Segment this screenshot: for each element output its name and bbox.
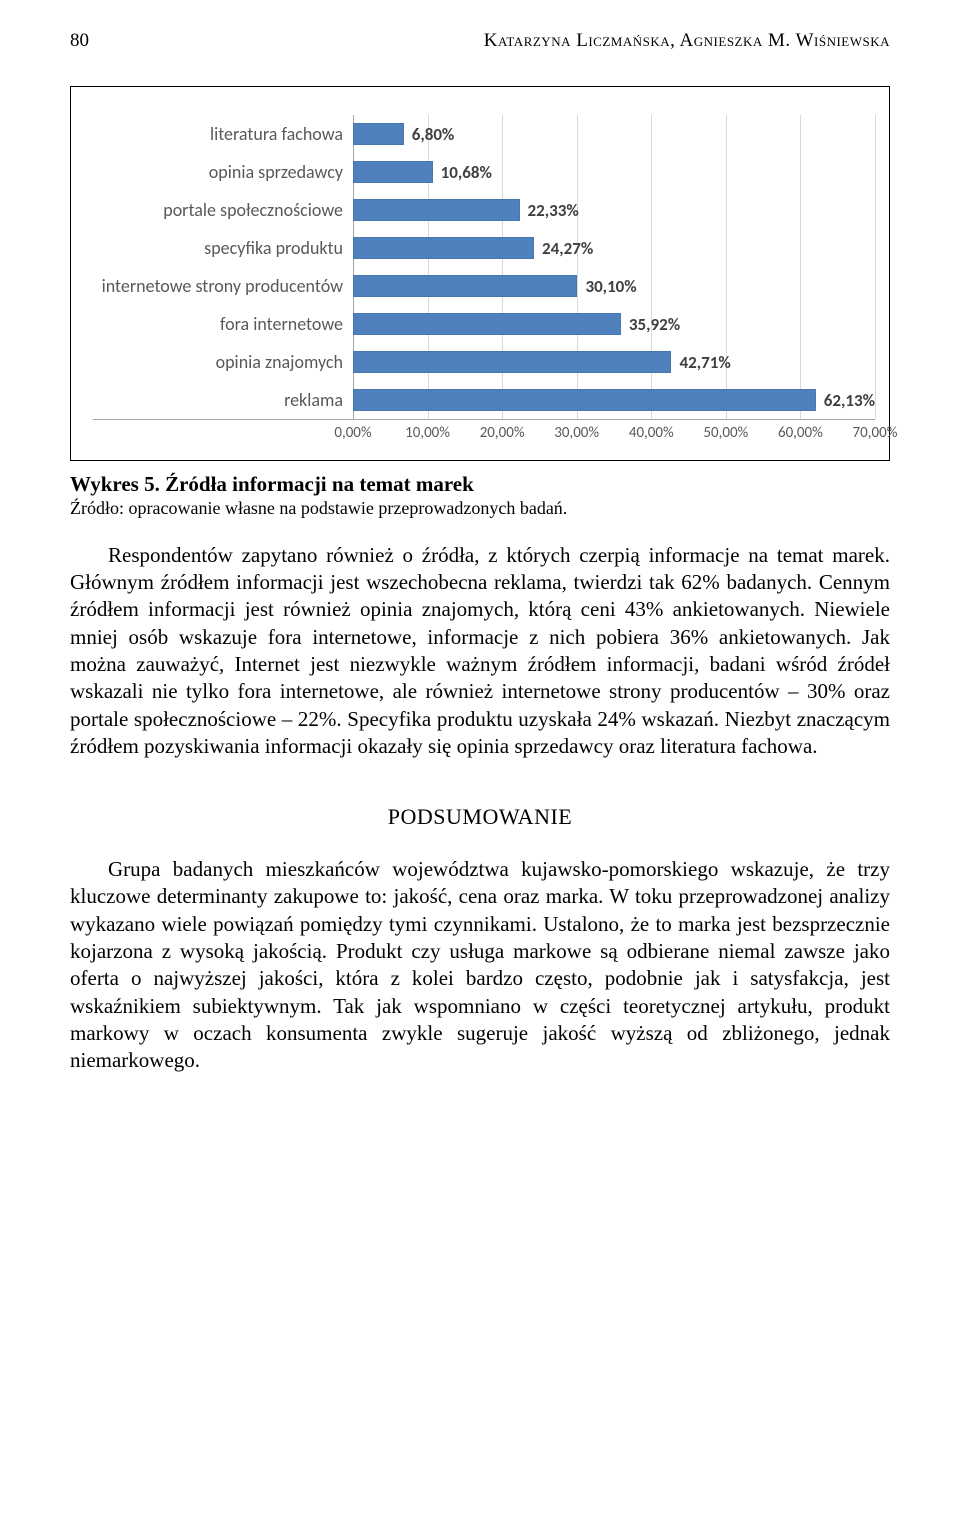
bar bbox=[353, 237, 534, 259]
bar-value-label: 30,10% bbox=[585, 276, 636, 297]
x-axis-labels: 0,00%10,00%20,00%30,00%40,00%50,00%60,00… bbox=[353, 424, 875, 446]
x-tick-label: 50,00% bbox=[703, 424, 748, 442]
paragraph-text: Respondentów zapytano również o źródła, … bbox=[70, 542, 890, 760]
bar bbox=[353, 389, 816, 411]
x-tick-label: 0,00% bbox=[334, 424, 371, 442]
body-paragraph-2: Grupa badanych mieszkańców województwa k… bbox=[70, 856, 890, 1074]
row-label: specyfika produktu bbox=[93, 237, 353, 259]
x-tick-label: 10,00% bbox=[405, 424, 450, 442]
page-number: 80 bbox=[70, 30, 89, 52]
section-title: PODSUMOWANIE bbox=[70, 804, 890, 830]
bar-value-label: 24,27% bbox=[542, 238, 593, 259]
row-label: internetowe strony producentów bbox=[93, 275, 353, 297]
chart-row: fora internetowe 35,92% bbox=[93, 305, 875, 343]
row-label: portale społecznościowe bbox=[93, 199, 353, 221]
bar-value-label: 42,71% bbox=[679, 352, 730, 373]
chart-row: specyfika produktu 24,27% bbox=[93, 229, 875, 267]
x-tick-label: 30,00% bbox=[554, 424, 599, 442]
chart-container: literatura fachowa 6,80% opinia sprzedawcy… bbox=[70, 86, 890, 461]
chart-row: internetowe strony producentów 30,10% bbox=[93, 267, 875, 305]
chart-rows: literatura fachowa 6,80% opinia sprzedawcy… bbox=[93, 115, 875, 420]
bar-value-label: 22,33% bbox=[528, 200, 579, 221]
bar bbox=[353, 199, 520, 221]
bar-zone: 42,71% bbox=[353, 343, 875, 381]
bar bbox=[353, 161, 433, 183]
row-label: fora internetowe bbox=[93, 313, 353, 335]
bar-value-label: 6,80% bbox=[412, 124, 455, 145]
bar-zone: 6,80% bbox=[353, 115, 875, 153]
bar-zone: 30,10% bbox=[353, 267, 875, 305]
chart-row: reklama 62,13% bbox=[93, 381, 875, 419]
x-tick-label: 60,00% bbox=[778, 424, 823, 442]
gridline bbox=[875, 115, 876, 419]
row-label: literatura fachowa bbox=[93, 123, 353, 145]
header-authors: Katarzyna Liczmańska, Agnieszka M. Wiśni… bbox=[484, 30, 890, 52]
bar-zone: 24,27% bbox=[353, 229, 875, 267]
x-tick-label: 20,00% bbox=[480, 424, 525, 442]
body-paragraph-1: Respondentów zapytano również o źródła, … bbox=[70, 542, 890, 760]
paragraph-text: Grupa badanych mieszkańców województwa k… bbox=[70, 856, 890, 1074]
bar-value-label: 10,68% bbox=[441, 162, 492, 183]
bar bbox=[353, 123, 404, 145]
chart-plot-area: literatura fachowa 6,80% opinia sprzedawcy… bbox=[93, 115, 875, 446]
bar-zone: 22,33% bbox=[353, 191, 875, 229]
row-label: opinia znajomych bbox=[93, 351, 353, 373]
bar bbox=[353, 275, 577, 297]
bar bbox=[353, 351, 671, 373]
bar-value-label: 62,13% bbox=[824, 390, 875, 411]
chart-row: opinia znajomych 42,71% bbox=[93, 343, 875, 381]
bar bbox=[353, 313, 621, 335]
page-header: 80 Katarzyna Liczmańska, Agnieszka M. Wi… bbox=[70, 30, 890, 52]
row-label: reklama bbox=[93, 389, 353, 411]
chart-row: portale społecznościowe 22,33% bbox=[93, 191, 875, 229]
bar-value-label: 35,92% bbox=[629, 314, 680, 335]
x-tick-label: 40,00% bbox=[629, 424, 674, 442]
bar-zone: 62,13% bbox=[353, 381, 875, 419]
caption-source: Źródło: opracowanie własne na podstawie … bbox=[70, 497, 890, 520]
chart-row: opinia sprzedawcy 10,68% bbox=[93, 153, 875, 191]
x-tick-label: 70,00% bbox=[853, 424, 898, 442]
row-label: opinia sprzedawcy bbox=[93, 161, 353, 183]
bar-zone: 10,68% bbox=[353, 153, 875, 191]
chart-caption: Wykres 5. Źródła informacji na temat mar… bbox=[70, 471, 890, 520]
chart-row: literatura fachowa 6,80% bbox=[93, 115, 875, 153]
bar-zone: 35,92% bbox=[353, 305, 875, 343]
caption-title: Wykres 5. Źródła informacji na temat mar… bbox=[70, 472, 474, 496]
